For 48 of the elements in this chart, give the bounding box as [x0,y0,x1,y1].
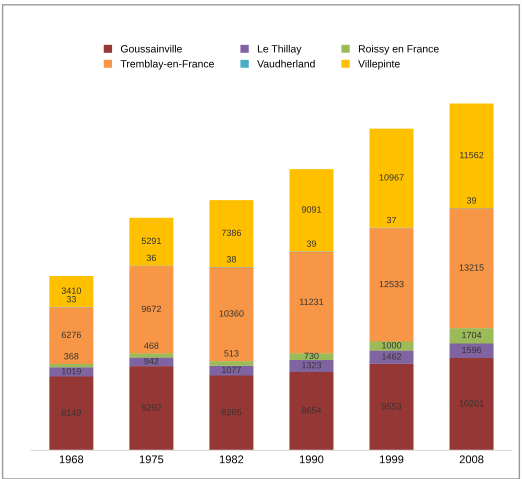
legend-label: Villepinte [358,60,400,70]
data-label: 9553 [382,403,402,410]
data-label: 3410 [62,287,82,294]
data-label: 513 [224,350,239,357]
legend-label: Goussainville [120,44,182,53]
data-label: 1462 [382,353,402,360]
data-label: 38 [226,256,236,262]
data-label: 12533 [380,280,404,288]
data-label: 9672 [142,306,161,312]
data-label: 11231 [300,298,324,305]
data-label: 11562 [460,152,484,158]
data-label: 468 [144,342,159,349]
data-label: 1704 [462,332,482,338]
x-tick-label: 1982 [220,455,244,464]
data-label: 36 [146,254,156,262]
data-label: 37 [386,216,396,224]
data-label: 942 [144,358,158,364]
data-label: 39 [466,197,476,204]
data-label: 6276 [62,332,81,338]
data-label: 1019 [62,368,81,374]
data-label: 33 [66,296,76,302]
data-label: 10360 [220,310,244,317]
legend-label: Vaudherland [257,60,315,68]
x-tick-label: 1975 [140,455,164,464]
data-label: 1077 [222,366,242,374]
data-label: 1000 [382,342,402,348]
x-tick-label: 1999 [380,455,404,464]
data-label: 7386 [222,230,242,236]
legend-label: Roissy en France [358,44,439,55]
data-label: 9292 [142,404,161,411]
data-label: 1596 [462,346,482,354]
data-label: 39 [306,240,316,247]
data-label: 1323 [302,362,322,368]
data-label: 10967 [380,174,404,181]
data-label: 8149 [62,409,81,416]
legend-label: Tremblay-en-France [120,60,214,70]
data-label: 8654 [302,407,322,414]
x-tick-label: 1990 [300,455,324,464]
data-label: 13215 [460,264,484,271]
data-label: 9091 [302,206,322,213]
x-tick-label: 2008 [460,455,484,464]
legend-label: Le Thillay [258,44,302,55]
data-label: 730 [304,352,319,360]
data-label: 8265 [222,408,242,416]
data-label: 10201 [460,400,484,407]
x-tick-label: 1968 [60,455,84,464]
data-label: 368 [64,353,78,360]
data-label: 5291 [142,238,161,244]
